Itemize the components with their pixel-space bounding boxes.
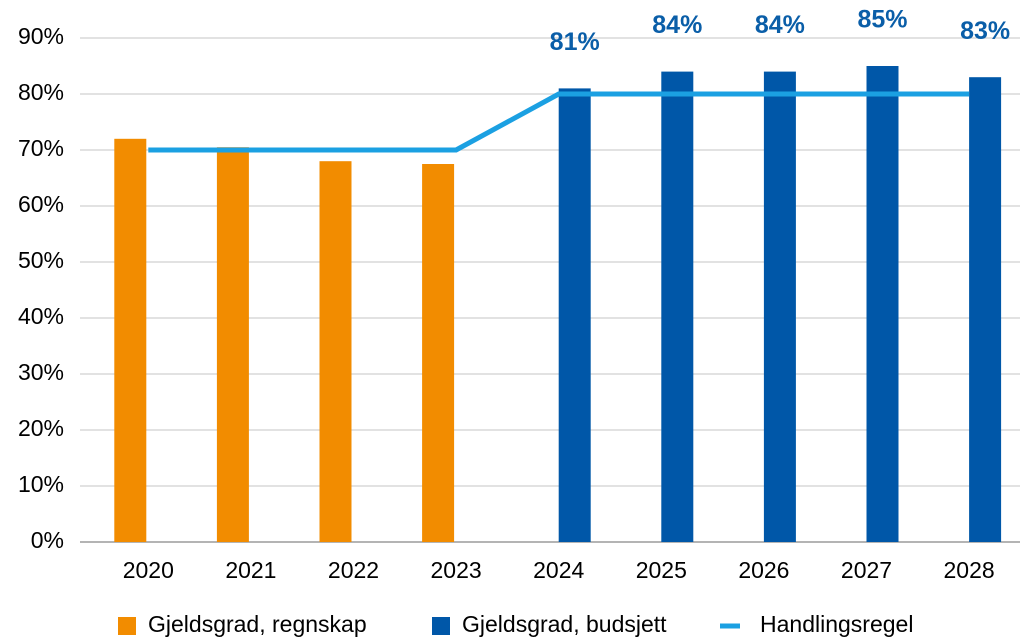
y-tick-label: 20%: [18, 415, 64, 441]
bar: [763, 71, 796, 542]
bar: [969, 77, 1002, 542]
x-tick-label: 2022: [328, 557, 379, 583]
data-label: 84%: [755, 11, 805, 39]
x-tick-label: 2020: [123, 557, 174, 583]
x-tick-label: 2026: [738, 557, 789, 583]
legend-swatch: [118, 617, 136, 635]
legend-label: Gjeldsgrad, regnskap: [148, 611, 367, 637]
y-tick-label: 10%: [18, 471, 64, 497]
x-tick-label: 2027: [841, 557, 892, 583]
bar: [216, 147, 249, 542]
legend-label: Gjeldsgrad, budsjett: [462, 611, 667, 637]
x-tick-label: 2024: [533, 557, 584, 583]
data-label: 85%: [857, 6, 907, 34]
y-tick-label: 40%: [18, 303, 64, 329]
bar: [319, 161, 352, 542]
y-tick-label: 0%: [31, 527, 64, 553]
legend-swatch: [432, 617, 450, 635]
data-label: 81%: [550, 28, 600, 56]
y-tick-label: 50%: [18, 247, 64, 273]
bar: [558, 88, 591, 543]
bar: [422, 164, 455, 542]
y-tick-label: 60%: [18, 191, 64, 217]
y-tick-label: 30%: [18, 359, 64, 385]
legend-label: Handlingsregel: [760, 611, 913, 637]
x-tick-label: 2023: [431, 557, 482, 583]
x-tick-label: 2028: [944, 557, 995, 583]
x-tick-label: 2021: [225, 557, 276, 583]
bar: [866, 66, 899, 542]
data-label: 83%: [960, 17, 1010, 45]
y-tick-label: 70%: [18, 135, 64, 161]
y-tick-label: 80%: [18, 79, 64, 105]
line: [148, 91, 970, 153]
x-tick-label: 2025: [636, 557, 687, 583]
bar: [661, 71, 694, 542]
y-tick-label: 90%: [18, 23, 64, 49]
data-label: 84%: [652, 11, 702, 39]
bar: [114, 138, 147, 543]
